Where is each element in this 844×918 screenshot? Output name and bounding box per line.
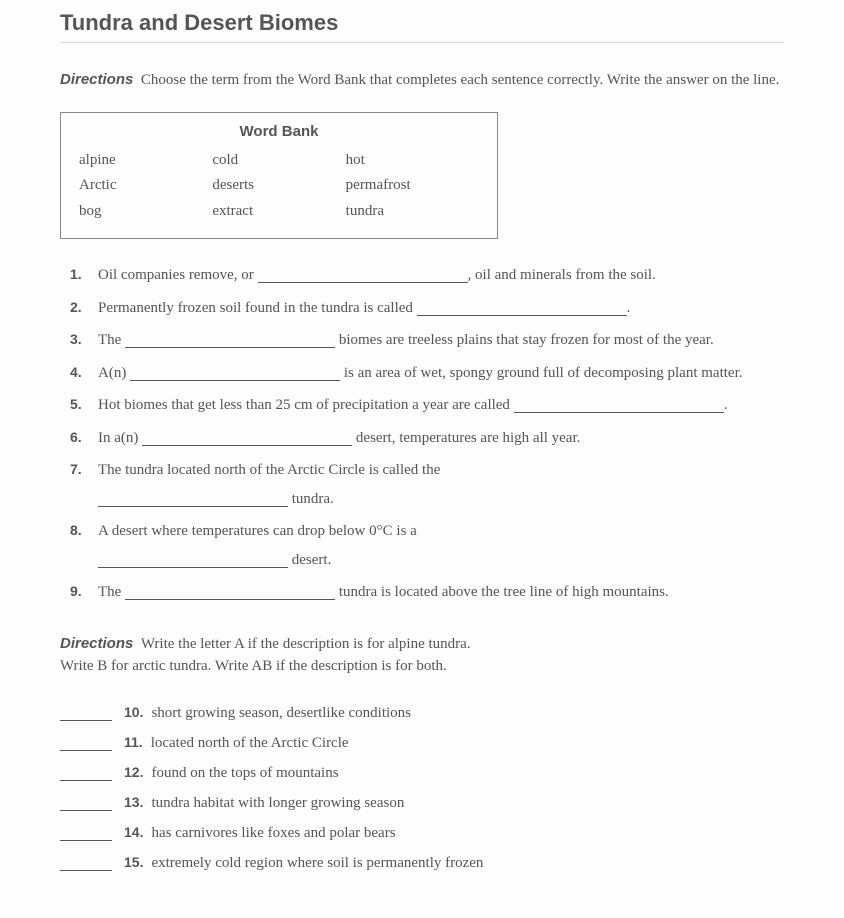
question-2: Permanently frozen soil found in the tun… — [70, 294, 784, 323]
word-bank-col-2: cold deserts extract — [212, 148, 345, 225]
question-5: Hot biomes that get less than 25 cm of p… — [70, 391, 784, 420]
title-rule — [60, 42, 784, 43]
q-text: . — [724, 397, 728, 413]
wb-term: extract — [212, 199, 345, 225]
word-bank: Word Bank alpine Arctic bog cold deserts… — [60, 112, 498, 240]
question-12: 12. found on the tops of mountains — [60, 758, 784, 788]
question-14: 14. has carnivores like foxes and polar … — [60, 818, 784, 848]
q-text: biomes are treeless plains that stay fro… — [335, 332, 714, 348]
answer-blank[interactable] — [60, 750, 112, 751]
question-15: 15. extremely cold region where soil is … — [60, 848, 784, 878]
question-1: Oil companies remove, or , oil and miner… — [70, 261, 784, 290]
wb-term: bog — [79, 199, 212, 225]
q-text: A(n) — [98, 365, 130, 381]
q-number: 15. — [124, 848, 143, 876]
question-8: A desert where temperatures can drop bel… — [70, 517, 784, 574]
directions-1: Directions Choose the term from the Word… — [60, 69, 784, 92]
answer-blank[interactable] — [98, 506, 288, 507]
answer-blank[interactable] — [125, 347, 335, 348]
word-bank-col-1: alpine Arctic bog — [79, 148, 212, 225]
q-text: is an area of wet, spongy ground full of… — [340, 365, 742, 381]
q-text: The — [98, 584, 125, 600]
q-text: has carnivores like foxes and polar bear… — [151, 818, 395, 848]
wb-term: Arctic — [79, 173, 212, 199]
q-text: . — [627, 300, 631, 316]
answer-blank[interactable] — [60, 720, 112, 721]
q-number: 11. — [124, 728, 143, 756]
question-13: 13. tundra habitat with longer growing s… — [60, 788, 784, 818]
question-4: A(n) is an area of wet, spongy ground fu… — [70, 359, 784, 388]
wb-term: cold — [212, 148, 345, 174]
answer-blank[interactable] — [514, 412, 724, 413]
answer-blank[interactable] — [60, 870, 112, 871]
word-bank-title: Word Bank — [79, 123, 479, 140]
wb-term: hot — [346, 148, 479, 174]
q-text: located north of the Arctic Circle — [151, 728, 349, 758]
q-text: The tundra located north of the Arctic C… — [98, 462, 440, 478]
answer-blank[interactable] — [60, 810, 112, 811]
q-text: extremely cold region where soil is perm… — [151, 848, 483, 878]
q-text: A desert where temperatures can drop bel… — [98, 523, 417, 539]
directions-text: Write the letter A if the description is… — [141, 636, 471, 652]
q-text: tundra. — [288, 491, 334, 507]
question-10: 10. short growing season, desertlike con… — [60, 698, 784, 728]
q-text: Hot biomes that get less than 25 cm of p… — [98, 397, 514, 413]
wb-term: alpine — [79, 148, 212, 174]
worksheet-page: Tundra and Desert Biomes Directions Choo… — [0, 0, 844, 918]
q-text: The — [98, 332, 125, 348]
question-11: 11. located north of the Arctic Circle — [60, 728, 784, 758]
answer-blank[interactable] — [142, 445, 352, 446]
q-number: 10. — [124, 698, 143, 726]
answer-blank[interactable] — [98, 567, 288, 568]
q-text: tundra habitat with longer growing seaso… — [151, 788, 404, 818]
q-text: found on the tops of mountains — [151, 758, 338, 788]
q-number: 13. — [124, 788, 143, 816]
answer-blank[interactable] — [60, 780, 112, 781]
directions-text: Write B for arctic tundra. Write AB if t… — [60, 658, 447, 674]
answer-blank[interactable] — [258, 282, 468, 283]
q-number: 14. — [124, 818, 143, 846]
q-text: desert. — [288, 552, 331, 568]
wb-term: tundra — [346, 199, 479, 225]
q-text: , oil and minerals from the soil. — [468, 267, 656, 283]
q-text: short growing season, desertlike conditi… — [151, 698, 411, 728]
question-6: In a(n) desert, temperatures are high al… — [70, 424, 784, 453]
word-bank-col-3: hot permafrost tundra — [346, 148, 479, 225]
question-3: The biomes are treeless plains that stay… — [70, 326, 784, 355]
q-text: tundra is located above the tree line of… — [335, 584, 669, 600]
q-text: Permanently frozen soil found in the tun… — [98, 300, 417, 316]
q-text: desert, temperatures are high all year. — [352, 430, 580, 446]
answer-blank[interactable] — [130, 380, 340, 381]
page-title: Tundra and Desert Biomes — [60, 10, 784, 36]
directions-2: Directions Write the letter A if the des… — [60, 633, 784, 678]
question-7: The tundra located north of the Arctic C… — [70, 456, 784, 513]
answer-blank[interactable] — [60, 840, 112, 841]
answer-blank[interactable] — [125, 599, 335, 600]
q-text: In a(n) — [98, 430, 142, 446]
fill-in-questions: Oil companies remove, or , oil and miner… — [60, 261, 784, 607]
directions-label: Directions — [60, 71, 133, 88]
directions-text: Choose the term from the Word Bank that … — [141, 72, 780, 88]
question-9: The tundra is located above the tree lin… — [70, 578, 784, 607]
wb-term: permafrost — [346, 173, 479, 199]
q-text: Oil companies remove, or — [98, 267, 258, 283]
answer-blank[interactable] — [417, 315, 627, 316]
q-number: 12. — [124, 758, 143, 786]
wb-term: deserts — [212, 173, 345, 199]
classify-questions: 10. short growing season, desertlike con… — [60, 698, 784, 878]
directions-label: Directions — [60, 635, 133, 652]
